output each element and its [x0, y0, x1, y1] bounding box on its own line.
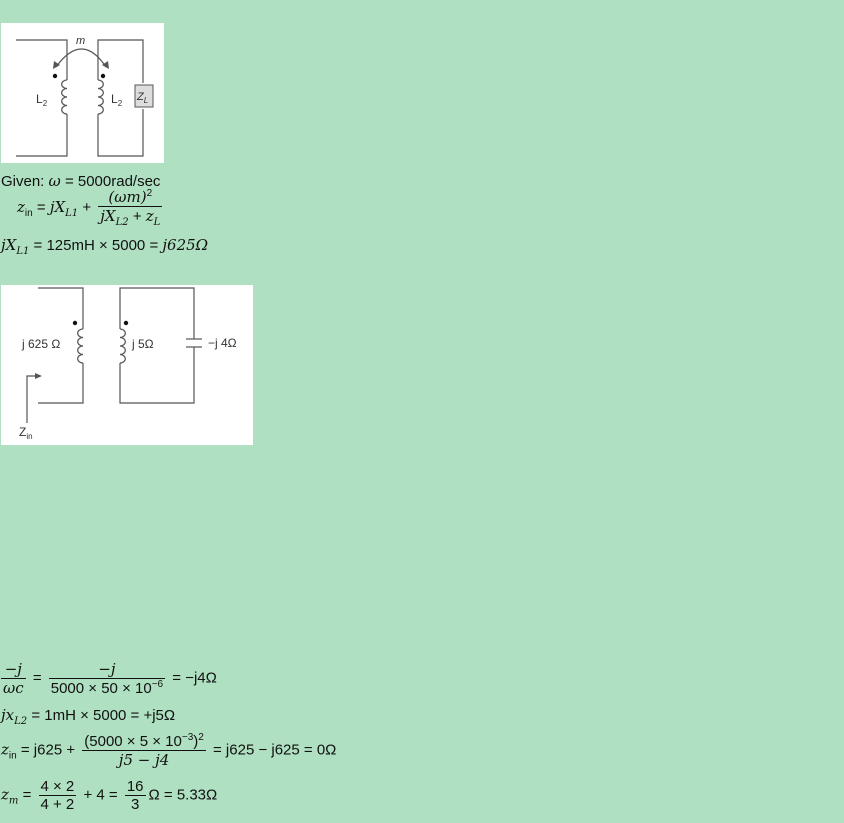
load-impedance-sub: L — [144, 96, 148, 105]
right-inductor-sub: 2 — [118, 99, 123, 108]
load-impedance-label: Z — [136, 91, 145, 103]
secondary-reactance-label: j 5Ω — [131, 337, 154, 351]
minus-j-over-omega-c: −j ωc — [1, 660, 26, 697]
zl-term: z — [145, 207, 154, 225]
capacitive-reactance-calc: −j ωc = −j 5000 × 50 × 10−6 = −j4Ω — [1, 660, 217, 697]
capacitive-fraction: −j 5000 × 50 × 10−6 — [48, 660, 166, 697]
capacitive-result: = −j4Ω — [172, 669, 217, 687]
zin-numerator-close: ) — [193, 733, 199, 750]
primary-reactance-label: j 625 Ω — [21, 337, 60, 351]
jxl2-rhs: = 1mH × 5000 = +j5Ω — [31, 707, 176, 724]
zin-sub: in — [24, 207, 33, 219]
zin-result-calc: zin = j625 + (5000 × 5 × 10−3)2 j5 − j4 … — [1, 732, 336, 769]
zin-eq: = j625 + — [20, 741, 76, 759]
zin-arrow-label: Z — [19, 425, 26, 439]
jxl1-calc: jXL1 = 125mH × 5000 = j625Ω — [1, 236, 208, 257]
jxl1-lhs: jX — [1, 236, 17, 254]
svg-text:L2: L2 — [36, 92, 48, 108]
jxl1-term: jX — [49, 197, 66, 216]
zm-calc: zm = 4 × 2 4 + 2 + 4 = 16 3 Ω = 5.33Ω — [1, 778, 217, 813]
zin-result: = j625 − j625 = 0Ω — [213, 741, 337, 759]
zm-lhs: z — [1, 785, 9, 804]
zm-eq: = — [22, 786, 32, 804]
svg-text:Zin: Zin — [19, 425, 33, 441]
zin-lhs: z — [1, 740, 9, 759]
zin-numerator: (5000 × 5 × 10 — [84, 733, 182, 750]
capacitor-reactance-label: −j 4Ω — [208, 336, 237, 350]
right-inductor-label: L — [111, 92, 118, 106]
zin-lhs-sub: in — [8, 750, 17, 762]
jxl2-lhs-sub: L2 — [14, 716, 28, 727]
lhs-numerator: −j — [4, 660, 22, 678]
zm-numerator-2: 16 — [126, 778, 144, 795]
coupled-coils-figure: m L2 L2 ZL — [1, 23, 164, 163]
zin-fraction: (ωm)2 jXL2 + zL — [98, 188, 163, 228]
given-value: = 5000rad/sec — [64, 173, 161, 190]
zm-fraction-2: 16 3 — [124, 778, 146, 813]
jxl2-sub: L2 — [115, 217, 129, 228]
zm-numerator-1: 4 × 2 — [40, 778, 75, 795]
omega-symbol: ω — [48, 172, 61, 190]
left-inductor-sub: 2 — [43, 99, 48, 108]
zin-denominator: j5 − j4 — [82, 750, 206, 769]
plus-sign: + — [82, 198, 92, 216]
mutual-inductance-label: m — [76, 35, 85, 47]
zm-plus: + 4 = — [83, 786, 118, 804]
jxl2-term: jX — [100, 207, 116, 225]
jxl1-result: j625Ω — [162, 236, 209, 254]
fraction-numerator: (ωm) — [108, 188, 147, 206]
svg-text:ZL: ZL — [136, 91, 148, 105]
denominator-plus: + — [132, 208, 142, 225]
zm-denominator-2: 3 — [124, 795, 146, 813]
zin-result-fraction: (5000 × 5 × 10−3)2 j5 − j4 — [82, 732, 206, 769]
jxl1-sub: L1 — [65, 207, 79, 219]
equivalent-circuit-figure: j 625 Ω j 5Ω −j 4Ω Zin — [1, 285, 253, 445]
jxl2-calc: jxL2 = 1mH × 5000 = +j5Ω — [1, 706, 175, 727]
zin-formula: zin = jXL1 + (ωm)2 jXL2 + zL — [17, 188, 165, 228]
zl-sub: L — [153, 217, 161, 228]
equals-sign: = — [36, 198, 46, 216]
rhs-denominator: 5000 × 50 × 10 — [50, 680, 152, 697]
jxl1-rhs: = 125mH × 5000 = — [33, 237, 159, 254]
denominator-exponent: −6 — [151, 679, 164, 690]
numerator-exponent: 2 — [146, 188, 153, 199]
equivalent-circuit-diagram: j 625 Ω j 5Ω −j 4Ω Zin — [19, 287, 237, 441]
jxl2-lhs: jx — [1, 706, 15, 724]
given-line: Given: ω = 5000rad/sec — [1, 172, 160, 190]
coupled-coils-diagram: m L2 L2 ZL — [16, 35, 154, 157]
zm-result: Ω = 5.33Ω — [148, 786, 218, 804]
zin-arrow-sub: in — [26, 432, 32, 441]
zin-symbol: z — [17, 197, 25, 216]
svg-text:L2: L2 — [111, 92, 123, 108]
equals-sign: = — [32, 669, 42, 687]
left-inductor-label: L — [36, 92, 43, 106]
zin-numerator-exponent: −3 — [181, 732, 194, 743]
jxl1-lhs-sub: L1 — [16, 246, 30, 257]
zm-lhs-sub: m — [8, 795, 19, 807]
zin-numerator-square: 2 — [198, 732, 204, 743]
rhs-numerator: −j — [98, 660, 116, 678]
zm-denominator-1: 4 + 2 — [38, 795, 77, 813]
zm-fraction-1: 4 × 2 4 + 2 — [38, 778, 77, 813]
given-label: Given: — [1, 173, 45, 190]
lhs-denominator: ωc — [1, 678, 26, 697]
